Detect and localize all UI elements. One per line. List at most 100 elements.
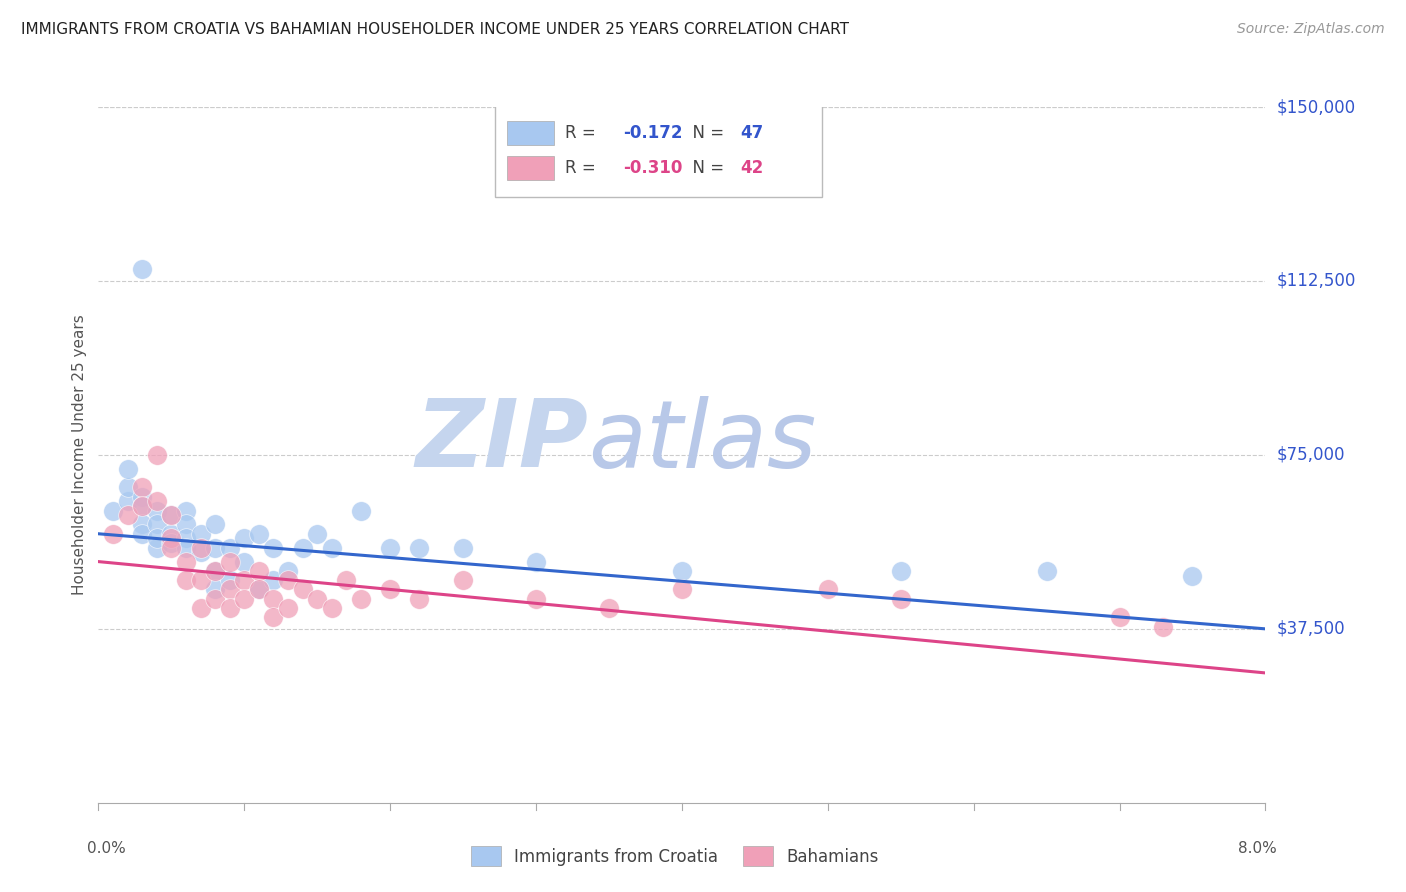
Point — [131, 490, 153, 504]
Point — [321, 601, 343, 615]
Point — [218, 573, 240, 587]
Point — [204, 591, 226, 606]
Point — [321, 541, 343, 555]
Point — [160, 532, 183, 546]
Point — [101, 503, 124, 517]
Point — [671, 582, 693, 597]
Point — [160, 541, 183, 555]
Point — [233, 591, 256, 606]
Point — [233, 573, 256, 587]
Point — [204, 517, 226, 532]
Point — [262, 610, 284, 624]
Text: N =: N = — [682, 124, 730, 142]
Text: $37,500: $37,500 — [1277, 620, 1346, 638]
Point — [160, 526, 183, 541]
Point — [131, 526, 153, 541]
Text: ZIP: ZIP — [416, 395, 589, 487]
FancyBboxPatch shape — [508, 121, 554, 145]
Point — [598, 601, 620, 615]
Text: Source: ZipAtlas.com: Source: ZipAtlas.com — [1237, 22, 1385, 37]
Point — [218, 601, 240, 615]
Point — [174, 517, 197, 532]
Point — [146, 541, 169, 555]
Text: 0.0%: 0.0% — [87, 841, 125, 856]
Point — [378, 582, 402, 597]
Point — [146, 448, 169, 462]
Point — [204, 564, 226, 578]
Point — [218, 541, 240, 555]
Point — [1181, 568, 1204, 582]
Point — [190, 573, 212, 587]
Text: -0.310: -0.310 — [623, 160, 683, 178]
Point — [247, 526, 270, 541]
Point — [890, 564, 912, 578]
Point — [233, 532, 256, 546]
Point — [101, 526, 124, 541]
Point — [204, 564, 226, 578]
Text: -0.172: -0.172 — [623, 124, 683, 142]
Text: atlas: atlas — [589, 395, 817, 486]
Text: IMMIGRANTS FROM CROATIA VS BAHAMIAN HOUSEHOLDER INCOME UNDER 25 YEARS CORRELATIO: IMMIGRANTS FROM CROATIA VS BAHAMIAN HOUS… — [21, 22, 849, 37]
Point — [190, 545, 212, 559]
Point — [350, 503, 373, 517]
Point — [146, 503, 169, 517]
Point — [204, 541, 226, 555]
Point — [174, 573, 197, 587]
Point — [247, 582, 270, 597]
Point — [247, 582, 270, 597]
Text: $75,000: $75,000 — [1277, 446, 1346, 464]
Text: 8.0%: 8.0% — [1239, 841, 1277, 856]
Point — [146, 532, 169, 546]
Point — [277, 601, 299, 615]
Text: 42: 42 — [741, 160, 763, 178]
Point — [378, 541, 402, 555]
Point — [131, 499, 153, 513]
Point — [524, 591, 547, 606]
Point — [1152, 619, 1174, 633]
Point — [146, 517, 169, 532]
Text: $112,500: $112,500 — [1277, 272, 1355, 290]
FancyBboxPatch shape — [495, 100, 823, 197]
Point — [524, 555, 547, 569]
FancyBboxPatch shape — [508, 156, 554, 180]
Point — [190, 526, 212, 541]
Point — [671, 564, 693, 578]
Point — [262, 573, 284, 587]
Point — [277, 573, 299, 587]
Point — [131, 499, 153, 513]
Point — [117, 480, 139, 494]
Point — [451, 541, 474, 555]
Point — [247, 564, 270, 578]
Point — [174, 555, 197, 569]
Point — [233, 555, 256, 569]
Text: 47: 47 — [741, 124, 763, 142]
Point — [131, 517, 153, 532]
Point — [190, 601, 212, 615]
Point — [117, 508, 139, 523]
Point — [190, 541, 212, 555]
Point — [890, 591, 912, 606]
Text: R =: R = — [565, 124, 602, 142]
Point — [277, 564, 299, 578]
Point — [408, 591, 430, 606]
Point — [146, 494, 169, 508]
Text: R =: R = — [565, 160, 602, 178]
Point — [160, 508, 183, 523]
Point — [1035, 564, 1057, 578]
Y-axis label: Householder Income Under 25 years: Householder Income Under 25 years — [72, 315, 87, 595]
Point — [1108, 610, 1130, 624]
Point — [307, 526, 329, 541]
Text: $150,000: $150,000 — [1277, 98, 1355, 116]
Point — [350, 591, 373, 606]
Point — [335, 573, 357, 587]
Point — [408, 541, 430, 555]
Point — [174, 541, 197, 555]
Point — [218, 555, 240, 569]
Point — [131, 480, 153, 494]
Point — [174, 532, 197, 546]
Point — [160, 508, 183, 523]
Point — [451, 573, 474, 587]
Point — [291, 582, 314, 597]
Point — [117, 462, 139, 476]
Legend: Immigrants from Croatia, Bahamians: Immigrants from Croatia, Bahamians — [463, 838, 887, 875]
